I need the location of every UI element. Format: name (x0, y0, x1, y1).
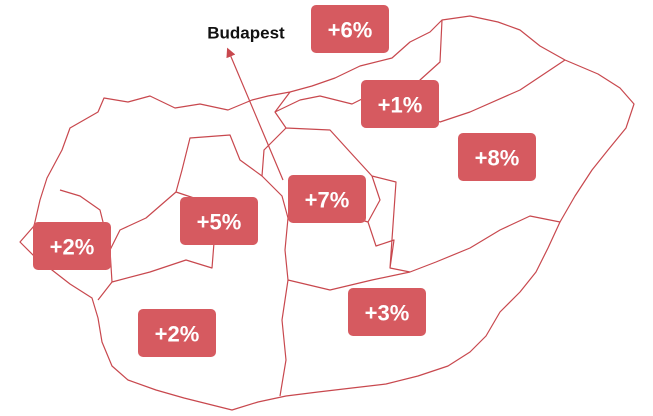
badge-bg (458, 133, 536, 181)
badge-bg (361, 80, 439, 128)
region-badge: +1% (361, 80, 439, 128)
badge-bg (33, 222, 111, 270)
badge-bg (288, 175, 366, 223)
badge-label: +3% (365, 301, 410, 326)
badge-bg (180, 197, 258, 245)
region-badge: +8% (458, 133, 536, 181)
badge-label: +8% (475, 146, 520, 171)
city-label: Budapest (207, 24, 285, 43)
callout-arrow (226, 47, 284, 181)
badge-label: +2% (50, 235, 95, 260)
region-badge: +5% (180, 197, 258, 245)
region-badge: +3% (348, 288, 426, 336)
badge-label: +7% (305, 188, 350, 213)
country-outline (19, 15, 635, 411)
badge-label: +6% (328, 18, 373, 43)
badge-bg (138, 309, 216, 357)
badge-label: +2% (155, 322, 200, 347)
badge-label: +5% (197, 210, 242, 235)
badge-bg (311, 5, 389, 53)
badges: +6% +1% +8% +7% +5% +2% +3% +2% (33, 5, 536, 357)
region-badge: +6% (311, 5, 389, 53)
region-badge: +2% (138, 309, 216, 357)
badge-bg (348, 288, 426, 336)
badge-label: +1% (378, 93, 423, 118)
region-badge: +7% (288, 175, 366, 223)
region-badge: +2% (33, 222, 111, 270)
